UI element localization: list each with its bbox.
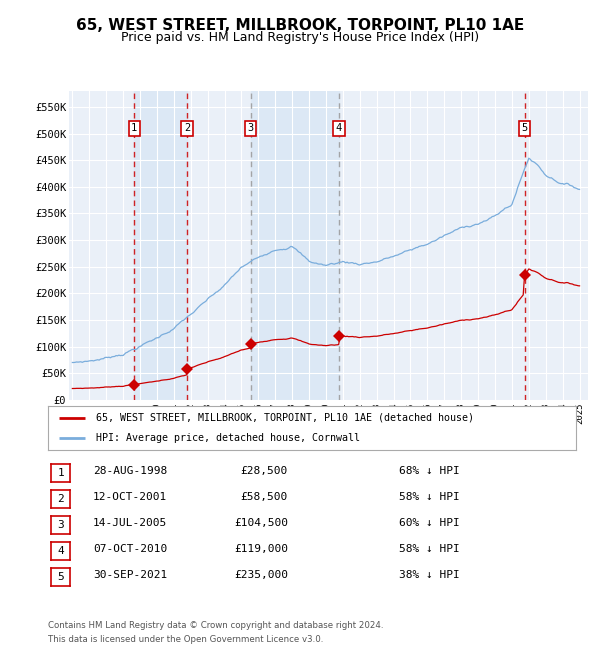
Text: £104,500: £104,500: [234, 518, 288, 528]
Text: £58,500: £58,500: [241, 492, 288, 502]
Text: 68% ↓ HPI: 68% ↓ HPI: [399, 466, 460, 476]
Text: £235,000: £235,000: [234, 570, 288, 580]
Text: £28,500: £28,500: [241, 466, 288, 476]
Text: 58% ↓ HPI: 58% ↓ HPI: [399, 492, 460, 502]
Bar: [134, 91, 187, 400]
Text: HPI: Average price, detached house, Cornwall: HPI: Average price, detached house, Corn…: [95, 433, 359, 443]
Text: 58% ↓ HPI: 58% ↓ HPI: [399, 544, 460, 554]
Text: 2: 2: [184, 124, 190, 133]
Text: 65, WEST STREET, MILLBROOK, TORPOINT, PL10 1AE: 65, WEST STREET, MILLBROOK, TORPOINT, PL…: [76, 18, 524, 33]
Text: 14-JUL-2005: 14-JUL-2005: [93, 518, 167, 528]
Text: 5: 5: [57, 572, 64, 582]
Text: 4: 4: [336, 124, 342, 133]
Text: 1: 1: [57, 468, 64, 478]
Text: Price paid vs. HM Land Registry's House Price Index (HPI): Price paid vs. HM Land Registry's House …: [121, 31, 479, 44]
Text: 38% ↓ HPI: 38% ↓ HPI: [399, 570, 460, 580]
Text: Contains HM Land Registry data © Crown copyright and database right 2024.: Contains HM Land Registry data © Crown c…: [48, 621, 383, 630]
Text: 3: 3: [57, 520, 64, 530]
Text: 28-AUG-1998: 28-AUG-1998: [93, 466, 167, 476]
Text: This data is licensed under the Open Government Licence v3.0.: This data is licensed under the Open Gov…: [48, 634, 323, 644]
Text: 30-SEP-2021: 30-SEP-2021: [93, 570, 167, 580]
Text: 1: 1: [131, 124, 137, 133]
Bar: [251, 91, 339, 400]
Text: 4: 4: [57, 546, 64, 556]
Text: 3: 3: [247, 124, 254, 133]
Text: 65, WEST STREET, MILLBROOK, TORPOINT, PL10 1AE (detached house): 65, WEST STREET, MILLBROOK, TORPOINT, PL…: [95, 413, 473, 422]
Text: 5: 5: [521, 124, 528, 133]
Text: 07-OCT-2010: 07-OCT-2010: [93, 544, 167, 554]
Text: 60% ↓ HPI: 60% ↓ HPI: [399, 518, 460, 528]
Text: £119,000: £119,000: [234, 544, 288, 554]
Text: 2: 2: [57, 494, 64, 504]
Text: 12-OCT-2001: 12-OCT-2001: [93, 492, 167, 502]
